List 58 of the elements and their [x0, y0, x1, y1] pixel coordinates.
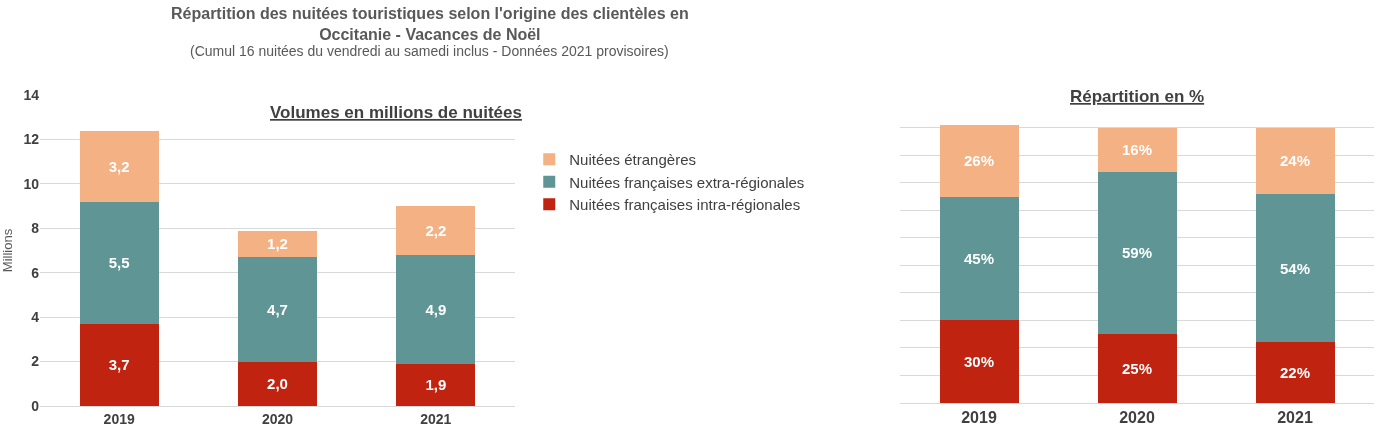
- data-label: 22%: [1279, 364, 1311, 382]
- data-label: 24%: [1279, 152, 1311, 170]
- data-label: 45%: [963, 249, 995, 267]
- data-label: 54%: [1279, 259, 1311, 277]
- annotation: Volumes en millions de nuitées: [270, 103, 522, 122]
- y-tick-label: 12: [23, 131, 40, 148]
- legend-label: Nuitées françaises extra-régionales: [569, 173, 805, 191]
- bar: [1097, 127, 1177, 172]
- bar: [79, 323, 159, 406]
- x-tick-label: 2021: [1277, 409, 1313, 427]
- bar: [237, 230, 318, 258]
- x-tick-label: 2020: [1119, 409, 1155, 427]
- legend-label: Nuitées étrangères: [569, 151, 696, 169]
- bar: [79, 130, 159, 202]
- y-tick-label: 2: [31, 353, 40, 370]
- x-tick-label: 2021: [420, 410, 452, 427]
- y-tick-label: 0: [31, 397, 40, 414]
- y-tick-label: 6: [31, 264, 40, 281]
- data-label: 1,9: [425, 376, 447, 394]
- bar: [396, 254, 476, 364]
- data-label: 1,2: [267, 235, 288, 253]
- bar: [396, 363, 476, 406]
- y-axis-title: Millions: [0, 228, 15, 273]
- chart-subtitle: (Cumul 16 nuitées du vendredi au samedi inclus - Données 2021 provisoires): [190, 43, 669, 59]
- y-tick-label: 10: [23, 175, 40, 192]
- y-tick-label: 4: [31, 309, 40, 326]
- bar: [237, 257, 318, 362]
- chart-title: Répartition des nuitées touristiques selon l'origine des clientèles en Occitanie - Vacances de Noël: [171, 5, 689, 43]
- data-label: 59%: [1121, 244, 1153, 262]
- bar: [939, 320, 1019, 403]
- data-label: 2,2: [425, 222, 447, 240]
- data-label: 5,5: [108, 254, 130, 272]
- x-tick-label: 2019: [103, 410, 135, 427]
- bar: [1255, 193, 1335, 343]
- data-label: 16%: [1121, 141, 1153, 159]
- bar: [79, 201, 159, 324]
- y-tick-label: 14: [23, 86, 40, 103]
- data-label: 30%: [963, 353, 995, 371]
- bar: [237, 361, 318, 406]
- y-tick-label: 8: [31, 220, 40, 237]
- data-label: 4,9: [425, 300, 447, 318]
- legend-label: Nuitées françaises intra-régionales: [569, 196, 801, 214]
- data-label: 2,0: [267, 375, 288, 393]
- chart-title: Répartition en %: [1070, 87, 1205, 106]
- x-tick-label: 2019: [961, 409, 997, 427]
- x-tick-label: 2020: [261, 410, 294, 427]
- data-label: 4,7: [267, 300, 288, 318]
- bar: [1255, 127, 1335, 194]
- bar: [939, 196, 1019, 321]
- bar: [1255, 342, 1335, 403]
- bar: [1097, 334, 1177, 403]
- data-label: 3,7: [108, 356, 130, 374]
- bar: [396, 206, 476, 255]
- bar: [939, 125, 1019, 197]
- data-label: 25%: [1121, 360, 1153, 378]
- data-label: 26%: [963, 152, 995, 170]
- bar: [1097, 171, 1177, 335]
- data-label: 3,2: [108, 157, 130, 175]
